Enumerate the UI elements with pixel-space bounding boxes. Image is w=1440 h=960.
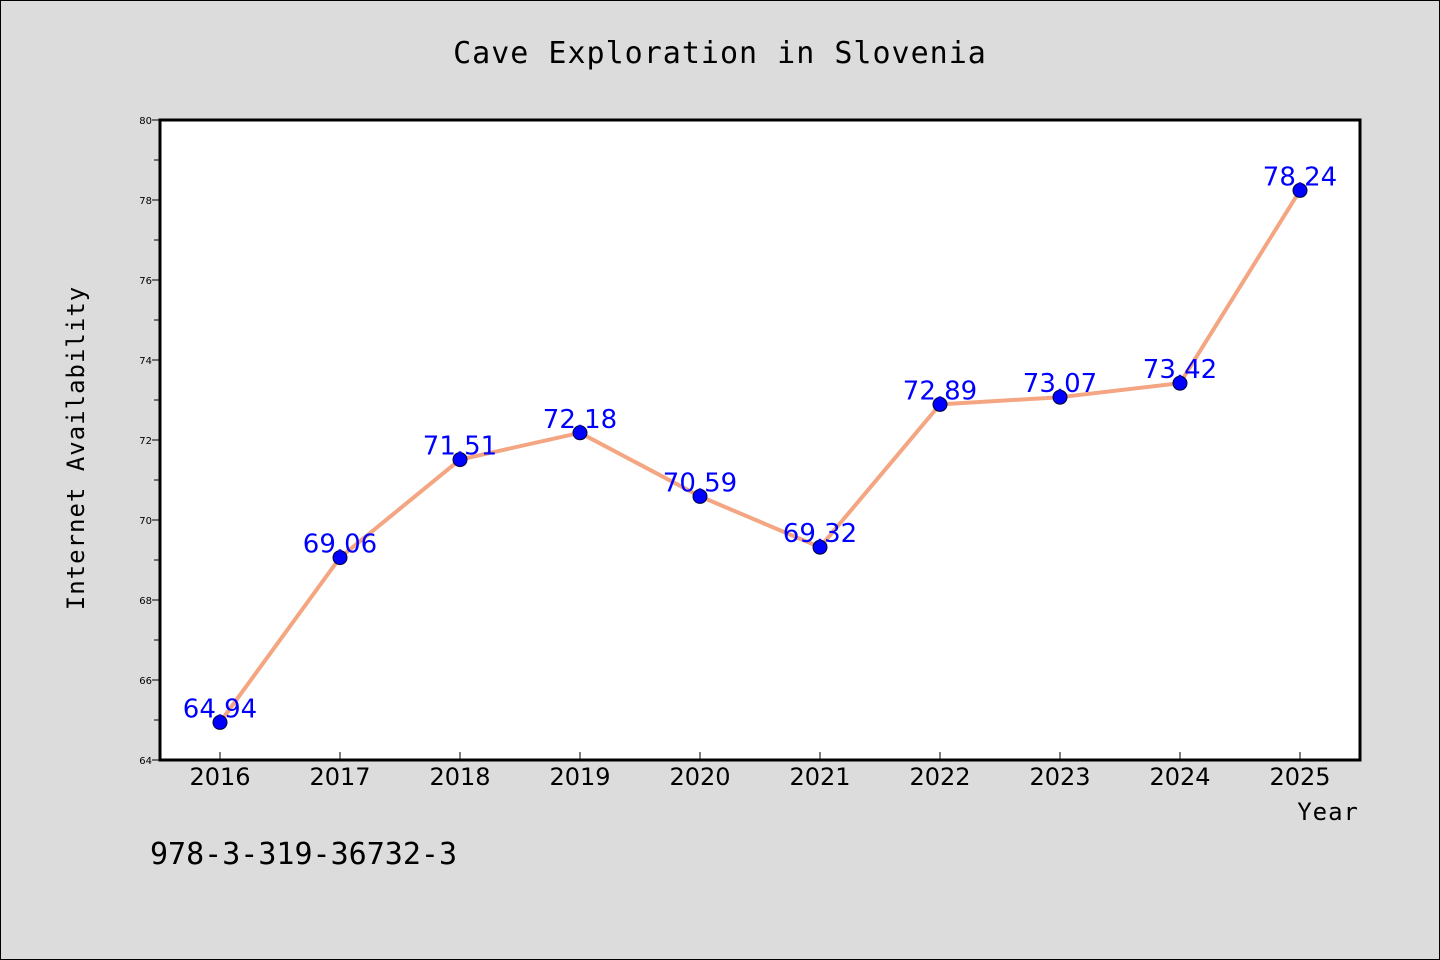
chart-title: Cave Exploration in Slovenia <box>453 36 987 71</box>
data-label-2017: 69.06 <box>303 530 377 560</box>
plot-area <box>160 120 1360 760</box>
x-axis: 2016 2017 2018 2019 2020 2021 2022 2023 2024 2025 <box>189 752 1331 791</box>
series-group: 64.94 69.06 71.51 72.18 70.59 69.32 72.89 73.07… <box>183 162 1337 730</box>
data-label-2018: 71.51 <box>423 432 497 462</box>
x-tick-label: 2025 <box>1269 763 1330 791</box>
x-tick-label: 2017 <box>309 763 370 791</box>
data-point-2022 <box>932 396 948 412</box>
y-tick-label: 76 <box>139 276 152 287</box>
y-tick-label: 68 <box>139 596 152 607</box>
data-label-2025: 78.24 <box>1263 162 1337 192</box>
y-tick-label: 74 <box>139 356 152 367</box>
data-point-2020 <box>692 488 708 504</box>
x-tick-label: 2022 <box>909 763 970 791</box>
y-axis-label: Internet Availability <box>62 286 90 610</box>
x-tick-label: 2021 <box>789 763 850 791</box>
y-tick-label: 64 <box>139 756 152 767</box>
data-label-2019: 72.18 <box>543 405 617 435</box>
y-axis: 64 66 68 70 72 74 76 78 80 <box>139 116 160 767</box>
data-label-2022: 72.89 <box>903 376 977 406</box>
x-axis-label: Year <box>1297 798 1359 826</box>
x-tick-label: 2016 <box>189 763 250 791</box>
data-label-2021: 69.32 <box>783 519 857 549</box>
y-tick-label: 72 <box>139 436 152 447</box>
data-point-2017 <box>332 550 348 566</box>
x-tick-label: 2024 <box>1149 763 1210 791</box>
data-label-2020: 70.59 <box>663 468 737 498</box>
data-label-2023: 73.07 <box>1023 369 1097 399</box>
x-tick-label: 2020 <box>669 763 730 791</box>
data-label-2016: 64.94 <box>183 694 257 724</box>
data-point-2019 <box>572 425 588 441</box>
isbn-annotation: 978-3-319-36732-3 <box>150 837 457 872</box>
y-tick-label: 66 <box>139 676 152 687</box>
data-point-2024 <box>1172 375 1188 391</box>
data-point-2021 <box>812 539 828 555</box>
y-tick-label: 80 <box>139 116 152 127</box>
y-tick-label: 78 <box>139 196 152 207</box>
x-tick-label: 2018 <box>429 763 490 791</box>
data-point-2016 <box>212 714 228 730</box>
data-point-2025 <box>1292 182 1308 198</box>
series-line <box>218 189 1302 724</box>
data-point-2023 <box>1052 389 1068 405</box>
data-point-2018 <box>452 452 468 468</box>
x-tick-label: 2019 <box>549 763 610 791</box>
y-tick-label: 70 <box>139 516 152 527</box>
x-tick-label: 2023 <box>1029 763 1090 791</box>
plot-frame <box>158 118 1362 762</box>
data-label-2024: 73.42 <box>1143 355 1217 385</box>
